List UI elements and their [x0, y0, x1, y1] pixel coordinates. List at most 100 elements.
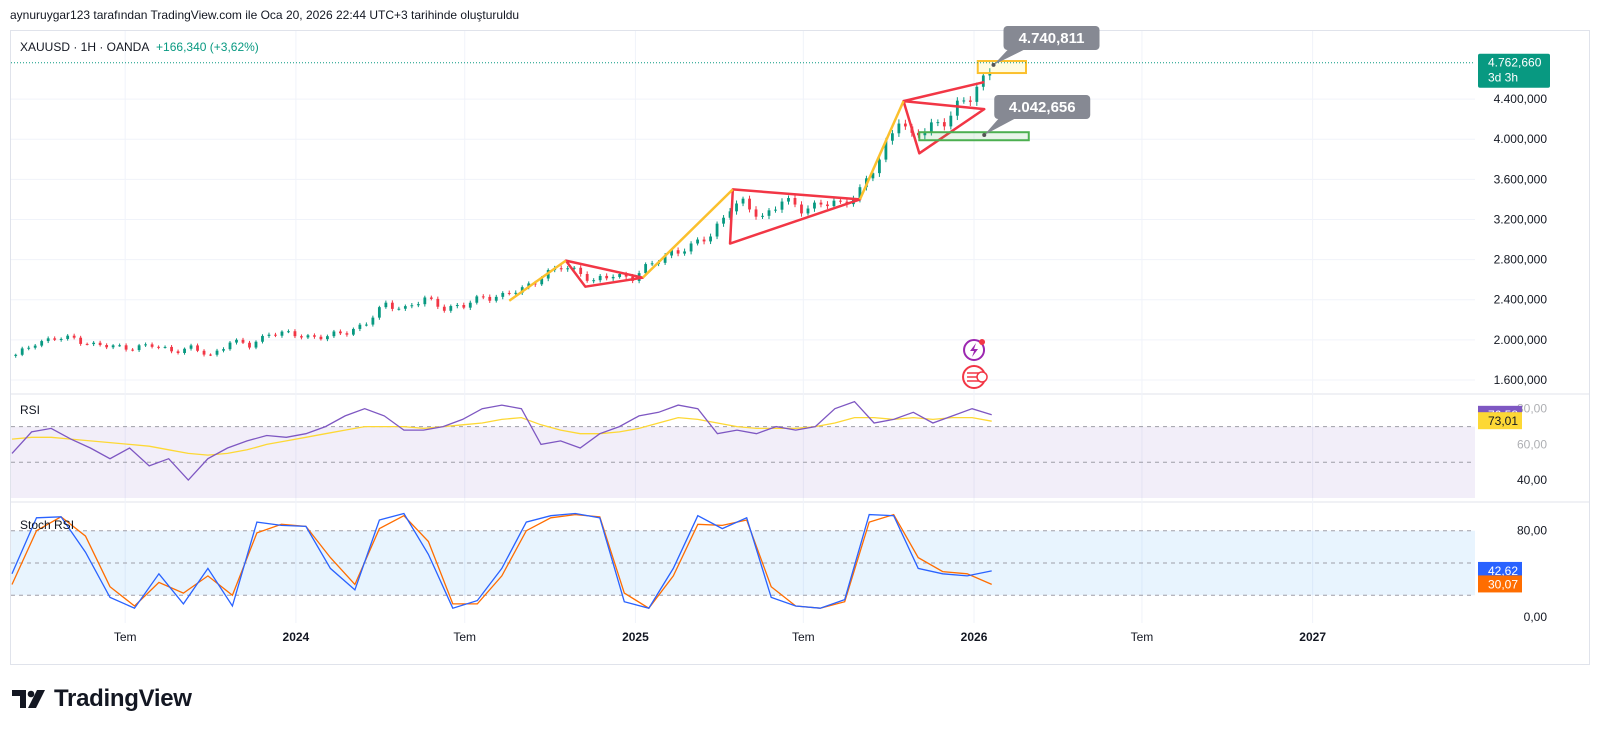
price-tick-label: 2.800,000	[1494, 253, 1548, 267]
candle-body	[300, 336, 303, 338]
candle-body	[79, 337, 83, 344]
candle-body	[358, 324, 362, 329]
candle-body	[384, 302, 388, 308]
candle-body	[390, 302, 394, 309]
price-tick-label: 1.600,000	[1494, 373, 1548, 387]
candle-body	[780, 201, 784, 210]
candle-body	[501, 292, 505, 297]
candle-body	[183, 348, 186, 353]
candle-body	[455, 304, 459, 307]
red-triangle-drawing	[728, 188, 862, 245]
x-tick-label: Tem	[453, 630, 476, 644]
price-callout-box	[994, 95, 1091, 119]
candle-body	[53, 338, 57, 340]
candle-body	[371, 317, 375, 325]
candle-body	[475, 296, 479, 303]
candle-body	[280, 331, 284, 336]
candle-body	[871, 173, 875, 179]
candle-body	[248, 342, 251, 348]
candle-body	[111, 345, 115, 348]
candle-body	[741, 198, 745, 204]
price-callout-text: 4.042,656	[1009, 99, 1076, 116]
candle-body	[124, 345, 128, 350]
candle-body	[832, 200, 836, 207]
candle-body	[66, 335, 70, 339]
symbol-name: XAUUSD · 1H · OANDA	[20, 40, 149, 54]
green-zone-box	[918, 131, 1030, 142]
candle-body	[839, 200, 842, 202]
chart-frame	[10, 30, 1590, 665]
candle-body	[728, 211, 732, 218]
yellow-zone-box	[976, 60, 1027, 75]
last-price-value: 4.762,660	[1488, 56, 1542, 70]
candle-body	[176, 351, 180, 353]
yellow-line-drawing	[508, 259, 567, 302]
rsi-hidden-tick-label: 80,00	[1517, 402, 1547, 416]
callout-pointer	[993, 50, 1024, 65]
candle-body	[585, 273, 589, 281]
tradingview-logo[interactable]: TradingView	[12, 685, 192, 713]
stoch-rsi-pane-label: Stoch RSI	[20, 518, 75, 532]
candle-body	[131, 349, 135, 351]
candle-body	[494, 296, 498, 301]
candle-body	[676, 250, 680, 254]
candle-body	[215, 350, 219, 355]
candle-body	[59, 338, 63, 340]
brand-name: TradingView	[54, 685, 192, 712]
price-tick-label: 2.000,000	[1494, 333, 1548, 347]
lightning-glyph	[970, 343, 979, 357]
candle-body	[897, 123, 901, 134]
callout-pointer	[984, 119, 1015, 135]
candle-body	[40, 341, 44, 346]
candle-body	[442, 306, 446, 311]
candle-body	[507, 292, 511, 294]
candle-body	[14, 354, 18, 356]
stoch-k-value-label: 42,62	[1488, 564, 1518, 578]
rsi-ma-value-box	[1478, 412, 1522, 430]
tradingview-logo-icon	[12, 690, 45, 708]
price-tick-label: 4.400,000	[1494, 92, 1548, 106]
candle-body	[228, 342, 232, 350]
candle-body	[416, 304, 420, 306]
candle-body	[826, 204, 829, 207]
stoch-d-line	[11, 513, 992, 610]
candle-body	[403, 306, 407, 309]
event-dot	[979, 339, 986, 345]
candle-body	[592, 280, 596, 282]
candle-body	[313, 335, 316, 337]
candle-body	[20, 348, 24, 355]
candle-body	[339, 331, 342, 334]
candle-body	[663, 255, 667, 263]
candle-body	[975, 86, 979, 102]
candle-body	[962, 100, 966, 102]
candle-body	[929, 122, 933, 133]
candle-body	[170, 346, 173, 352]
last-price-countdown: 3d 3h	[1488, 71, 1518, 85]
candle-body	[462, 304, 466, 308]
rsi-ma-value-label: 73,01	[1488, 414, 1518, 428]
candle-body	[533, 283, 537, 285]
candle-body	[345, 333, 349, 335]
candle-body	[150, 344, 154, 347]
candle-body	[579, 267, 583, 274]
candle-body	[618, 273, 622, 277]
candle-body	[118, 345, 122, 347]
candle-body	[566, 268, 570, 270]
candle-body	[890, 133, 894, 141]
candle-body	[189, 345, 193, 349]
x-tick-label: 2026	[961, 630, 988, 644]
event-flag-badge	[976, 371, 988, 383]
candle-body	[27, 347, 31, 349]
candle-body	[306, 335, 310, 338]
candle-body	[761, 215, 764, 217]
candle-body	[488, 296, 492, 301]
attribution-text: aynuruygar123 tarafından TradingView.com…	[10, 8, 520, 22]
candle-body	[689, 243, 693, 252]
candle-body	[955, 100, 959, 116]
candle-body	[813, 202, 816, 209]
candle-body	[468, 302, 472, 308]
candle-body	[709, 236, 712, 242]
red-line-drawing	[903, 80, 985, 103]
candle-body	[235, 339, 238, 343]
